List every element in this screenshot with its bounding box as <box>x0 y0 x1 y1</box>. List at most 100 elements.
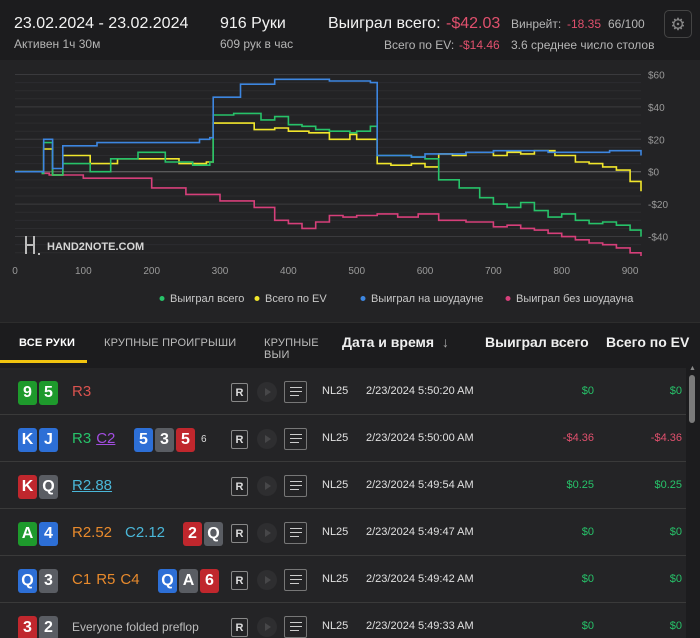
hole-card: 9 <box>18 381 37 405</box>
hand-row[interactable]: 3 2 Everyone folded preflop R NL25 2/23/2024 … <box>0 603 686 638</box>
tab-all-hands[interactable]: ВСЕ РУКИ <box>19 337 76 349</box>
scroll-up-icon[interactable]: ▲ <box>689 365 696 372</box>
preflop-action: R2.52 <box>72 524 113 541</box>
replay-r-button[interactable]: R <box>231 571 248 590</box>
legend-label: Выиграл без шоудауна <box>516 293 634 305</box>
limit-cell: NL25 <box>322 432 349 444</box>
y-tick-label: $40 <box>648 103 665 114</box>
active-duration: Активен 1ч 30м <box>14 37 101 51</box>
hole-card: Q <box>18 569 37 593</box>
datetime-cell: 2/23/2024 5:49:54 AM <box>366 479 474 491</box>
y-tick-label: -$20 <box>648 200 668 211</box>
play-icon[interactable] <box>257 617 277 637</box>
board-card: 5 <box>134 428 153 452</box>
board-card: 2 <box>183 522 202 546</box>
preflop-action: C2 <box>96 430 116 447</box>
preflop-action: R3 <box>72 383 92 400</box>
play-icon[interactable] <box>257 429 277 449</box>
ev-cell: $0 <box>669 620 682 632</box>
preflop-action: R3 <box>72 430 92 447</box>
ev-cell: -$4.36 <box>650 432 682 444</box>
replay-r-button[interactable]: R <box>231 430 248 449</box>
y-tick-label: $60 <box>648 70 665 81</box>
won-cell: -$4.36 <box>562 432 594 444</box>
series-line <box>15 170 642 256</box>
scrollbar[interactable]: ▲ <box>686 363 700 638</box>
x-tick-label: 200 <box>143 266 160 277</box>
limit-cell: NL25 <box>322 526 349 538</box>
x-tick-label: 300 <box>212 266 229 277</box>
hand-row[interactable]: K J R3 C2 5 3 5 6 R NL25 2/23/2024 5:50:00 AM -$4.3… <box>0 415 686 462</box>
winrate-label: Винрейт: <box>511 17 562 31</box>
won-cell: $0 <box>581 573 594 585</box>
tab-big-losses[interactable]: КРУПНЫЕ ПРОИГРЫШИ <box>104 337 237 349</box>
hole-card: A <box>18 522 37 546</box>
session-header: 23.02.2024 - 23.02.2024 Активен 1ч 30м 9… <box>0 0 700 60</box>
notes-icon[interactable] <box>284 616 307 638</box>
avg-tables: 3.6 среднее число столов <box>511 38 655 52</box>
notes-icon[interactable] <box>284 381 307 403</box>
x-tick-label: 900 <box>622 266 639 277</box>
hole-card: 2 <box>39 616 58 638</box>
x-tick-label: 700 <box>485 266 502 277</box>
gear-icon[interactable]: ⚙ <box>664 10 692 38</box>
datetime-cell: 2/23/2024 5:49:47 AM <box>366 526 474 538</box>
legend-marker <box>505 296 511 301</box>
notes-icon[interactable] <box>284 569 307 591</box>
legend-marker <box>159 296 165 301</box>
ev-cell: $0 <box>669 385 682 397</box>
series-line <box>15 78 642 173</box>
datetime-cell: 2/23/2024 5:50:00 AM <box>366 432 474 444</box>
replay-r-button[interactable]: R <box>231 477 248 496</box>
legend-marker <box>360 296 366 301</box>
active-tab-indicator <box>0 360 87 363</box>
ev-cell: $0 <box>669 526 682 538</box>
replay-r-button[interactable]: R <box>231 383 248 402</box>
board-card: 6 <box>200 569 219 593</box>
hole-card: J <box>39 428 58 452</box>
hand-row[interactable]: K Q R2.88 R NL25 2/23/2024 5:49:54 AM $0.25 $0.… <box>0 462 686 509</box>
sort-arrow-icon[interactable]: ↓ <box>442 334 449 350</box>
preflop-action: Everyone folded preflop <box>72 620 199 634</box>
y-tick-label: -$40 <box>648 233 668 244</box>
ev-total-value: -$14.46 <box>459 38 500 52</box>
chart-svg: $60 $40 $20 $0 -$20 -$40 0 100 200 300 400 500 600 70… <box>12 70 668 305</box>
notes-icon[interactable] <box>284 522 307 544</box>
play-icon[interactable] <box>257 570 277 590</box>
notes-icon[interactable] <box>284 428 307 450</box>
logo-text: HAND2NOTE.COM <box>47 241 144 253</box>
series-line <box>15 122 642 192</box>
datetime-cell: 2/23/2024 5:49:33 AM <box>366 620 474 632</box>
hole-card: 3 <box>39 569 58 593</box>
datetime-cell: 2/23/2024 5:49:42 AM <box>366 573 474 585</box>
board-card: Q <box>158 569 177 593</box>
replay-r-button[interactable]: R <box>231 524 248 543</box>
column-header-ev[interactable]: Всего по EV <box>606 334 690 350</box>
limit-cell: NL25 <box>322 620 349 632</box>
play-icon[interactable] <box>257 523 277 543</box>
play-icon[interactable] <box>257 382 277 402</box>
replay-r-button[interactable]: R <box>231 618 248 637</box>
tab-big-wins[interactable]: КРУПНЫЕ ВЫИ <box>264 337 319 361</box>
winrate-value: -18.35 <box>567 17 602 31</box>
preflop-action: C4 <box>120 571 140 588</box>
hand-row[interactable]: Q 3 C1 R5 C4 Q A 6 R NL25 2/23/2024 5:49:42 AM $0 $0 <box>0 556 686 603</box>
hand-row[interactable]: A 4 R2.52 C2.12 2 Q R NL25 2/23/2024 5:49:47 AM $… <box>0 509 686 556</box>
hole-card: 5 <box>39 381 58 405</box>
hole-card: K <box>18 475 37 499</box>
series-line <box>15 112 642 237</box>
limit-cell: NL25 <box>322 573 349 585</box>
column-header-won[interactable]: Выиграл всего <box>485 334 589 350</box>
won-cell: $0.25 <box>566 479 594 491</box>
x-tick-label: 100 <box>75 266 92 277</box>
won-total-label: Выиграл всего: <box>328 15 441 32</box>
notes-icon[interactable] <box>284 475 307 497</box>
hole-card: 3 <box>18 616 37 638</box>
scrollbar-thumb[interactable] <box>689 375 695 423</box>
x-tick-label: 500 <box>348 266 365 277</box>
column-header-datetime[interactable]: Дата и время <box>342 334 435 350</box>
hand-row[interactable]: 9 5 R3 R NL25 2/23/2024 5:50:20 AM $0 $0 <box>0 368 686 415</box>
play-icon[interactable] <box>257 476 277 496</box>
winrate-unit: 66/100 <box>608 17 645 31</box>
won-cell: $0 <box>581 385 594 397</box>
